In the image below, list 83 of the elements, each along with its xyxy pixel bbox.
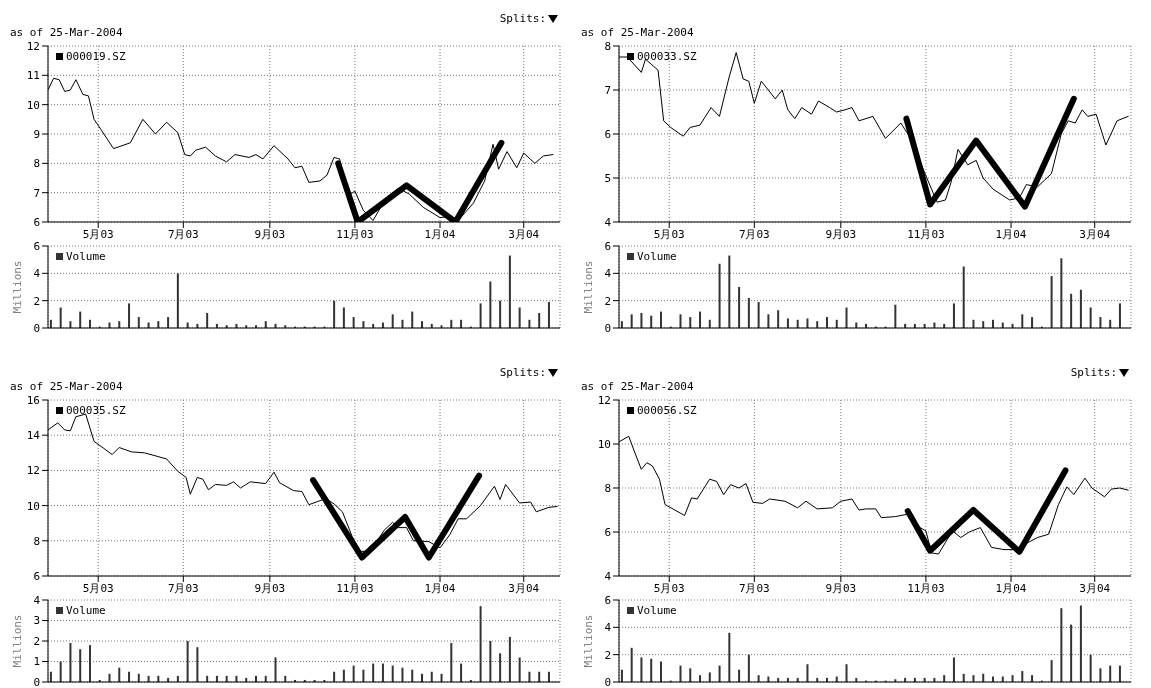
x-tick-label: 5月03 xyxy=(653,227,685,241)
x-tick-label: 7月03 xyxy=(167,581,199,595)
y-tick-label: 5 xyxy=(604,171,611,185)
y-tick-label: 6 xyxy=(33,239,40,253)
chart-subtitle: as of 25-Mar-2004 xyxy=(581,26,694,39)
y-tick-label: 4 xyxy=(604,621,612,635)
x-tick-label: 11月03 xyxy=(907,227,945,241)
y-tick-label: 0 xyxy=(33,321,40,335)
x-tick-label: 3月04 xyxy=(508,227,540,241)
y-tick-label: 3 xyxy=(33,614,40,628)
legend-label: 000033.SZ xyxy=(637,50,697,63)
y-tick-label: 9 xyxy=(33,127,40,141)
y-tick-label: 1 xyxy=(33,655,40,669)
y-tick-label: 14 xyxy=(26,429,41,443)
y-tick-label: 2 xyxy=(33,634,40,648)
y-tick-label: 4 xyxy=(604,215,612,229)
y-tick-label: 4 xyxy=(604,267,612,281)
x-tick-label: 9月03 xyxy=(254,581,286,595)
y-tick-label: 10 xyxy=(597,437,611,451)
y-tick-label: 10 xyxy=(26,499,40,513)
y-tick-label: 0 xyxy=(604,675,611,688)
legend-label: 000035.SZ xyxy=(66,404,126,417)
y-tick-label: 4 xyxy=(33,593,41,607)
y-tick-label: 8 xyxy=(33,157,40,171)
y-tick-label: 2 xyxy=(33,294,40,308)
x-tick-label: 5月03 xyxy=(82,581,114,595)
y-tick-label: 12 xyxy=(26,39,40,53)
x-tick-label: 3月04 xyxy=(508,581,540,595)
x-tick-label: 11月03 xyxy=(907,581,945,595)
x-tick-label: 7月03 xyxy=(738,227,770,241)
y-tick-label: 10 xyxy=(26,98,40,112)
legend-label: Volume xyxy=(66,604,106,617)
y-tick-label: 11 xyxy=(26,69,40,83)
x-tick-label: 1月04 xyxy=(424,581,456,595)
y-tick-label: 2 xyxy=(604,648,611,662)
x-tick-label: 11月03 xyxy=(336,227,374,241)
legend-label: Volume xyxy=(637,604,677,617)
y-tick-label: 12 xyxy=(597,393,611,407)
legend-label: 000019.SZ xyxy=(66,50,126,63)
x-tick-label: 1月04 xyxy=(424,227,456,241)
x-tick-label: 11月03 xyxy=(336,581,374,595)
chart-subtitle: as of 25-Mar-2004 xyxy=(10,380,123,393)
y-tick-label: 7 xyxy=(33,186,40,200)
legend-label: 000056.SZ xyxy=(637,404,697,417)
y-axis-title: Millions xyxy=(581,614,595,668)
y-axis-title: Millions xyxy=(581,260,595,314)
legend-label: Volume xyxy=(66,250,106,263)
x-tick-label: 1月04 xyxy=(995,227,1027,241)
y-tick-label: 2 xyxy=(604,294,611,308)
y-tick-label: 6 xyxy=(33,215,40,229)
text: Splits: xyxy=(499,366,546,379)
y-tick-label: 8 xyxy=(604,481,611,495)
y-tick-label: 6 xyxy=(604,127,611,141)
x-tick-label: 1月04 xyxy=(995,581,1027,595)
y-tick-label: 6 xyxy=(604,239,611,253)
y-tick-label: 6 xyxy=(604,525,611,539)
text: Splits: xyxy=(499,12,546,25)
chart-subtitle: as of 25-Mar-2004 xyxy=(581,380,694,393)
y-tick-label: 4 xyxy=(604,569,612,583)
chart-subtitle: as of 25-Mar-2004 xyxy=(10,26,123,39)
text: Splits: xyxy=(1070,366,1117,379)
x-tick-label: 5月03 xyxy=(653,581,685,595)
y-tick-label: 16 xyxy=(26,393,40,407)
y-tick-label: 0 xyxy=(33,675,40,688)
x-tick-label: 7月03 xyxy=(167,227,199,241)
x-tick-label: 3月04 xyxy=(1079,227,1111,241)
y-axis-title: Millions xyxy=(10,260,24,314)
y-tick-label: 8 xyxy=(604,39,611,53)
y-tick-label: 12 xyxy=(26,464,40,478)
y-tick-label: 4 xyxy=(33,267,41,281)
y-tick-label: 8 xyxy=(33,534,40,548)
y-tick-label: 0 xyxy=(604,321,611,335)
y-tick-label: 6 xyxy=(33,569,40,583)
x-tick-label: 3月04 xyxy=(1079,581,1111,595)
x-tick-label: 9月03 xyxy=(825,227,857,241)
y-tick-label: 7 xyxy=(604,83,611,97)
y-axis-title: Millions xyxy=(10,614,24,668)
x-tick-label: 9月03 xyxy=(254,227,286,241)
y-tick-label: 6 xyxy=(604,593,611,607)
x-tick-label: 7月03 xyxy=(738,581,770,595)
x-tick-label: 5月03 xyxy=(82,227,114,241)
legend-label: Volume xyxy=(637,250,677,263)
x-tick-label: 9月03 xyxy=(825,581,857,595)
